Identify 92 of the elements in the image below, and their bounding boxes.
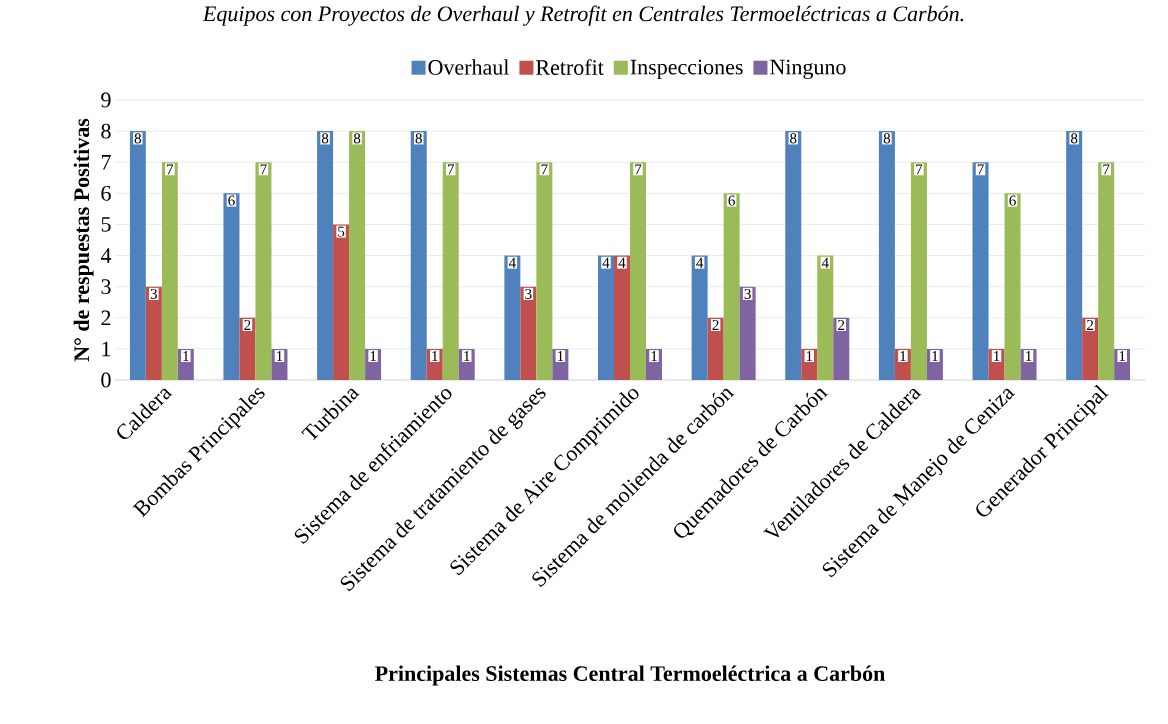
data-label: 1 [900,351,906,361]
bar [239,317,256,380]
bar [255,162,272,380]
bar [1082,317,1099,380]
bar [520,286,537,380]
data-label: 6 [728,195,735,206]
y-tick-label: 0 [101,372,111,388]
data-label: 8 [415,133,422,144]
x-axis-title: Principales Sistemas Central Termoeléctrica a Carbón [375,665,885,686]
legend-label: Retrofit [536,59,604,75]
y-tick-label: 7 [101,155,111,170]
data-label: 8 [321,133,329,144]
data-label: 7 [916,164,923,175]
y-tick-label: 9 [101,92,111,108]
data-label: 7 [260,164,267,175]
data-label: 7 [1103,164,1110,175]
bar [785,131,802,380]
bar [972,162,989,380]
data-label: 6 [1009,195,1016,206]
bar [349,131,366,380]
data-label: 8 [134,133,141,144]
data-label: 1 [183,351,189,361]
legend-label: Inspecciones [630,59,743,79]
data-label: 4 [618,257,626,268]
data-label: 7 [447,164,455,175]
bar [536,162,553,380]
data-label: 2 [712,319,719,330]
bar [442,162,459,380]
data-label: 7 [977,164,984,175]
data-label: 4 [602,257,610,268]
data-label: 5 [338,226,345,237]
bar [739,286,756,380]
data-label: 1 [1026,351,1032,361]
bar [161,162,178,380]
bar [129,131,146,380]
bar [598,255,614,380]
bar [145,286,162,380]
bar [504,255,521,380]
data-label: 3 [525,288,532,299]
data-label: 1 [932,351,938,361]
data-label: 3 [744,288,751,299]
data-label: 4 [508,257,516,268]
bar [614,255,630,380]
y-tick-label: 6 [101,185,111,201]
y-tick-label: 4 [100,248,112,263]
data-label: 3 [150,288,157,299]
legend-label: Overhaul [428,59,509,75]
bar [223,193,240,380]
data-label: 2 [244,319,251,330]
data-label: 1 [806,351,813,361]
data-label: 8 [353,133,361,144]
bar [723,193,740,380]
bar [333,224,350,380]
data-label: 1 [370,351,376,361]
chart-title: Equipos con Proyectos de Overhaul y Retrofit en Centrales Termoeléctricas a Carbón. [202,5,964,26]
bar [317,131,334,380]
data-label: 8 [883,133,891,144]
y-tick-label: 2 [101,310,111,326]
data-label: 2 [1087,319,1094,330]
bar [410,131,427,380]
y-tick-label: 1 [102,341,111,357]
bar [1004,193,1021,380]
y-axis-title: N° de respuestas Positivas [73,118,94,362]
data-label: 4 [821,257,829,268]
bar [1098,162,1115,380]
data-label: 7 [541,164,548,175]
bar [878,131,895,380]
bar [910,162,927,380]
data-label: 1 [994,351,1000,361]
data-label: 1 [557,351,564,361]
bar [707,317,724,380]
data-label: 1 [464,351,470,361]
bar [1066,131,1083,380]
data-label: 4 [696,257,704,268]
data-label: 1 [432,351,438,361]
bar [691,255,708,380]
y-tick-label: 8 [101,123,111,139]
y-tick-label: 5 [101,217,111,232]
data-label: 2 [838,319,845,330]
data-label: 7 [635,164,642,175]
data-label: 8 [1071,133,1078,144]
data-label: 6 [228,195,235,206]
data-label: 1 [1119,351,1126,361]
data-label: 1 [651,351,657,361]
bar [817,255,834,380]
data-label: 8 [790,133,797,144]
legend-label: Ninguno [770,59,846,79]
bar [833,317,850,380]
y-tick-label: 3 [101,279,111,295]
data-label: 7 [167,164,174,175]
bar [630,162,646,380]
data-label: 1 [277,351,283,361]
